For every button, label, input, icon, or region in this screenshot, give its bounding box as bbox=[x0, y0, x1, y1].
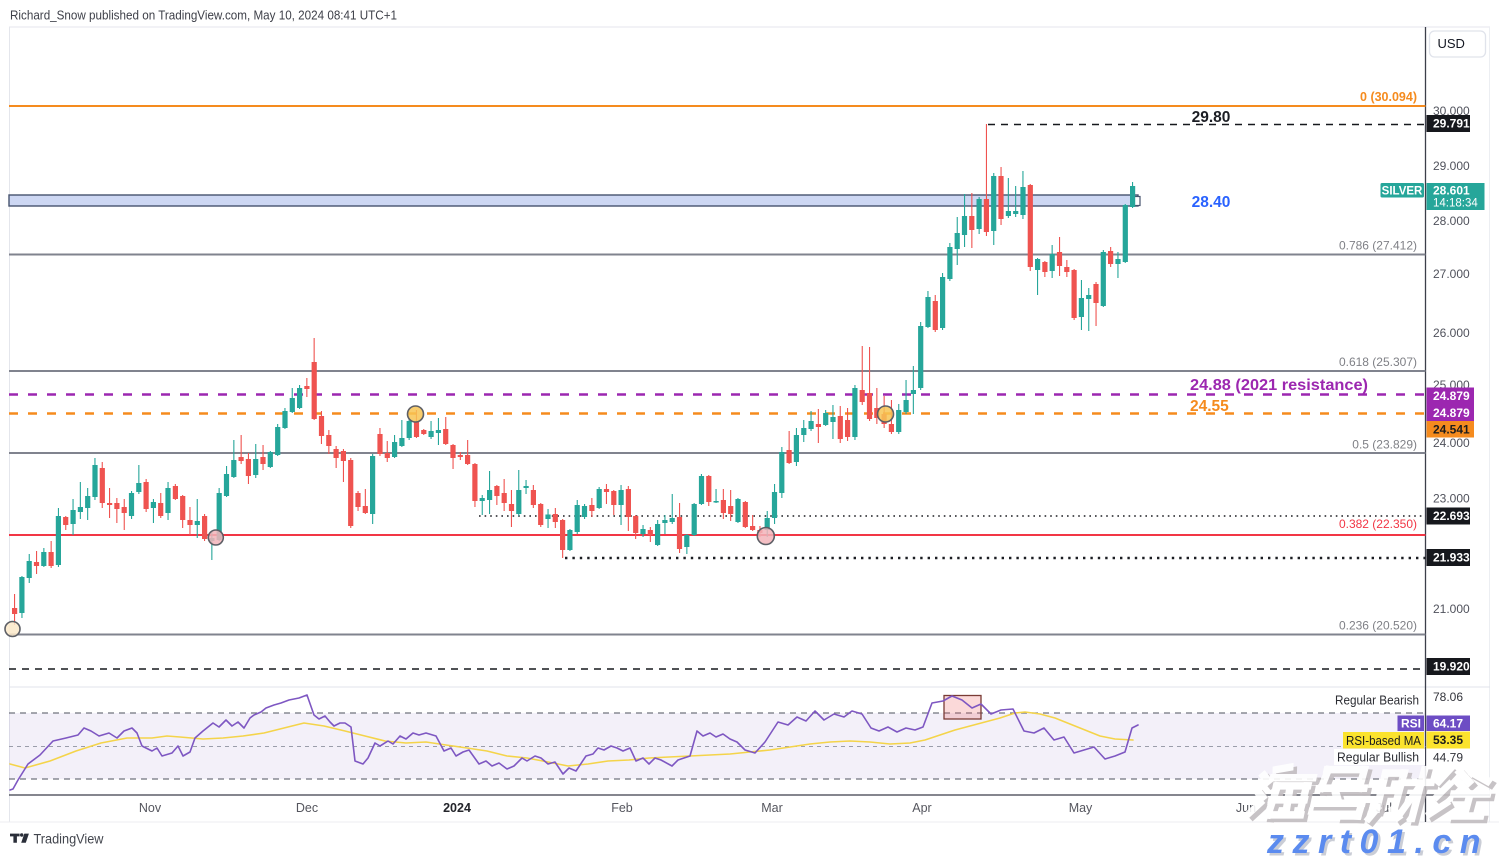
svg-text:0.236 (20.520): 0.236 (20.520) bbox=[1339, 619, 1417, 633]
svg-text:USD: USD bbox=[1438, 36, 1465, 51]
svg-text:78.06: 78.06 bbox=[1433, 690, 1463, 704]
svg-text:SILVER: SILVER bbox=[1382, 186, 1423, 198]
svg-text:2024: 2024 bbox=[443, 801, 471, 815]
svg-text:21.000: 21.000 bbox=[1433, 602, 1470, 616]
svg-text:64.17: 64.17 bbox=[1433, 716, 1463, 730]
svg-text:TradingView: TradingView bbox=[34, 831, 104, 846]
svg-text:0.786 (27.412): 0.786 (27.412) bbox=[1339, 239, 1417, 253]
svg-text:21.933: 21.933 bbox=[1433, 551, 1470, 565]
svg-text:53.35: 53.35 bbox=[1433, 733, 1463, 747]
svg-text:28.000: 28.000 bbox=[1433, 214, 1470, 228]
svg-text:Regular Bearish: Regular Bearish bbox=[1335, 694, 1419, 708]
svg-text:0.382 (22.350): 0.382 (22.350) bbox=[1339, 517, 1417, 531]
svg-text:RSI: RSI bbox=[1401, 717, 1421, 731]
svg-text:24.000: 24.000 bbox=[1433, 436, 1470, 450]
svg-text:44.79: 44.79 bbox=[1433, 751, 1463, 765]
svg-text:0.5 (23.829): 0.5 (23.829) bbox=[1352, 438, 1417, 452]
svg-text:29.000: 29.000 bbox=[1433, 159, 1470, 173]
svg-text:0 (30.094): 0 (30.094) bbox=[1360, 90, 1417, 104]
svg-text:28.40: 28.40 bbox=[1192, 194, 1231, 211]
svg-text:Regular Bullish: Regular Bullish bbox=[1337, 751, 1419, 765]
svg-text:Mar: Mar bbox=[761, 801, 783, 815]
svg-text:24.879: 24.879 bbox=[1433, 406, 1470, 420]
svg-text:26.000: 26.000 bbox=[1433, 326, 1470, 340]
svg-text:23.000: 23.000 bbox=[1433, 492, 1470, 506]
svg-text:27.000: 27.000 bbox=[1433, 267, 1470, 281]
svg-text:24.541: 24.541 bbox=[1433, 422, 1470, 436]
svg-text:24.55: 24.55 bbox=[1190, 398, 1229, 415]
svg-text:28.601: 28.601 bbox=[1433, 184, 1470, 198]
svg-text:24.88 (2021 resistance): 24.88 (2021 resistance) bbox=[1190, 377, 1368, 394]
svg-text:29.80: 29.80 bbox=[1192, 109, 1231, 126]
svg-text:RSI-based MA: RSI-based MA bbox=[1346, 734, 1422, 748]
svg-text:zzrt01.cn: zzrt01.cn bbox=[1269, 826, 1492, 857]
svg-text:Feb: Feb bbox=[611, 801, 633, 815]
svg-text:14:18:34: 14:18:34 bbox=[1433, 198, 1478, 210]
svg-text:Richard_Snow published on Trad: Richard_Snow published on TradingView.co… bbox=[10, 8, 397, 23]
svg-text:May: May bbox=[1069, 801, 1093, 815]
svg-text:zzrt01.cn: zzrt01.cn bbox=[1266, 823, 1489, 857]
svg-text:22.693: 22.693 bbox=[1433, 509, 1470, 523]
svg-text:30.000: 30.000 bbox=[1433, 104, 1470, 118]
svg-text:Apr: Apr bbox=[912, 801, 931, 815]
svg-text:24.879: 24.879 bbox=[1433, 389, 1470, 403]
svg-text:29.791: 29.791 bbox=[1433, 117, 1470, 131]
svg-text:Dec: Dec bbox=[296, 801, 318, 815]
svg-text:0.618 (25.307): 0.618 (25.307) bbox=[1339, 355, 1417, 369]
svg-text:19.920: 19.920 bbox=[1433, 660, 1470, 674]
svg-text:Nov: Nov bbox=[139, 801, 162, 815]
